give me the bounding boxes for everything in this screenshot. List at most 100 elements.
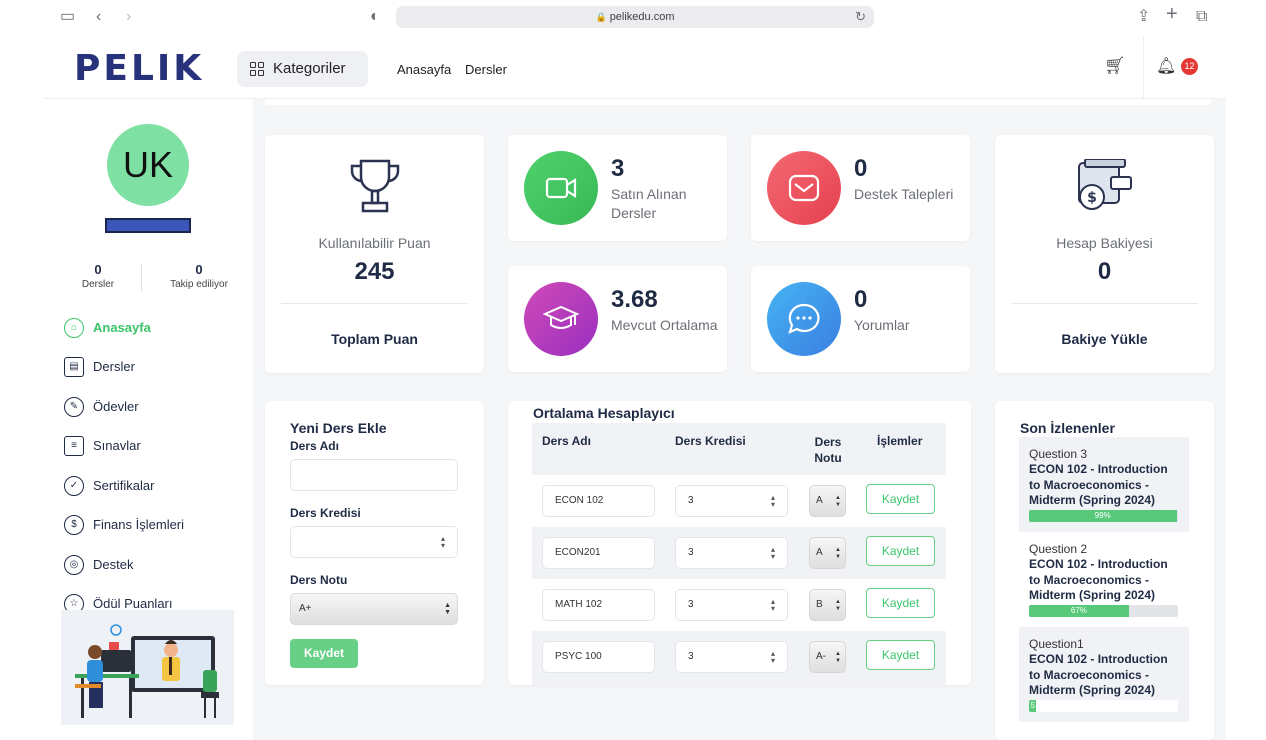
table-row: ECON201 3 ▴ ▾ A ▲ ▼ Kaydet bbox=[532, 527, 946, 579]
chat-bubble-icon bbox=[767, 282, 841, 356]
support-value: 0 bbox=[854, 155, 868, 182]
row-course-input[interactable]: ECON 102 bbox=[542, 485, 655, 517]
balance-value: 0 bbox=[1097, 258, 1112, 285]
stepper-icon[interactable]: ▴ ▾ bbox=[770, 545, 775, 561]
nav-courses-link[interactable]: Dersler bbox=[465, 62, 507, 77]
course-grade-select[interactable]: A+ ▲ ▼ bbox=[290, 593, 458, 625]
shield-icon[interactable]: ◐ bbox=[370, 8, 380, 25]
video-camera-icon bbox=[524, 151, 598, 225]
row-save-button[interactable]: Kaydet bbox=[866, 536, 935, 566]
sidebar-item-finance[interactable]: $ Finans İşlemleri bbox=[64, 513, 184, 537]
sidebar-toggle-icon[interactable]: ▭ bbox=[60, 8, 76, 25]
stat-card-purchased[interactable]: 3 Satın Alınan Dersler bbox=[508, 135, 727, 241]
row-save-button[interactable]: Kaydet bbox=[866, 484, 935, 514]
stat-courses-value: 0 bbox=[94, 262, 102, 277]
back-icon[interactable]: ‹ bbox=[96, 8, 102, 25]
list-item[interactable]: Question 3 ECON 102 - Introduction to Ma… bbox=[1019, 437, 1189, 532]
sidebar-item-assignments[interactable]: ✎ Ödevler bbox=[64, 395, 139, 419]
select-arrows-icon: ▲ ▼ bbox=[444, 602, 451, 616]
select-arrows-icon: ▲ ▼ bbox=[835, 599, 841, 612]
trophy-icon bbox=[347, 157, 403, 220]
row-grade-value: A bbox=[816, 495, 823, 506]
logo[interactable]: PELIK bbox=[74, 48, 205, 89]
recent-item-title: ECON 102 - Introduction to Macroeconomic… bbox=[1029, 557, 1168, 602]
sidebar-item-label: Finans İşlemleri bbox=[93, 517, 185, 532]
stepper-icon[interactable]: ▴ ▾ bbox=[770, 597, 775, 613]
row-course-input[interactable]: MATH 102 bbox=[542, 589, 655, 621]
progress-bar: 99% bbox=[1029, 510, 1178, 522]
row-credit-value: 3 bbox=[688, 599, 694, 610]
row-credit-input[interactable]: 3 ▴ ▾ bbox=[675, 485, 788, 517]
progress-fill: 67% bbox=[1029, 605, 1129, 617]
stat-card-comments[interactable]: 0 Yorumlar bbox=[751, 266, 970, 372]
forward-icon[interactable]: › bbox=[126, 8, 132, 25]
stat-card-gpa[interactable]: 3.68 Mevcut Ortalama bbox=[508, 266, 727, 372]
stat-divider bbox=[141, 264, 142, 292]
total-points-link[interactable]: Toplam Puan bbox=[281, 303, 468, 373]
new-tab-icon[interactable]: + bbox=[1166, 3, 1178, 25]
reload-icon[interactable]: ↻ bbox=[855, 9, 866, 24]
list-item[interactable]: Question 2 ECON 102 - Introduction to Ma… bbox=[1019, 532, 1189, 627]
row-save-button[interactable]: Kaydet bbox=[866, 640, 935, 670]
sidebar-item-exams[interactable]: ≡ Sınavlar bbox=[64, 434, 141, 458]
list-item[interactable]: Question1 ECON 102 - Introduction to Mac… bbox=[1019, 627, 1189, 722]
teacher-illustration bbox=[61, 610, 234, 725]
col-course-grade: Ders Notu bbox=[814, 435, 842, 465]
row-grade-select[interactable]: A ▲ ▼ bbox=[809, 485, 846, 517]
course-credit-input[interactable]: ▴ ▾ bbox=[290, 526, 458, 558]
graduation-cap-icon bbox=[524, 282, 598, 356]
sidebar-item-home[interactable]: ⌂ Anasayfa bbox=[64, 316, 151, 340]
cart-icon[interactable]: 🛒︎ bbox=[1104, 56, 1126, 75]
browser-toolbar: ▭ ‹ › ◐ 🔒 pelikedu.com ↻ ⇪ + ⧉ bbox=[0, 0, 1266, 36]
tabs-overview-icon[interactable]: ⧉ bbox=[1196, 8, 1208, 25]
course-grade-label: Ders Notu bbox=[290, 573, 348, 587]
sidebar-item-support[interactable]: ◎ Destek bbox=[64, 553, 133, 577]
row-credit-input[interactable]: 3 ▴ ▾ bbox=[675, 537, 788, 569]
course-credit-label: Ders Kredisi bbox=[290, 506, 361, 520]
header-divider bbox=[1143, 36, 1144, 99]
row-credit-value: 3 bbox=[688, 495, 694, 506]
gpa-calculator-card: Ortalama Hesaplayıcı Ders Adı Ders Kredi… bbox=[508, 401, 971, 685]
avatar[interactable]: UK bbox=[107, 124, 189, 206]
comments-value: 0 bbox=[854, 286, 868, 313]
stepper-icon[interactable]: ▴ ▾ bbox=[770, 493, 775, 509]
sidebar-item-courses[interactable]: ▤ Dersler bbox=[64, 355, 135, 379]
row-grade-select[interactable]: B ▲ ▼ bbox=[809, 589, 846, 621]
row-course-input[interactable]: PSYC 100 bbox=[542, 641, 655, 673]
nav-home-link[interactable]: Anasayfa bbox=[397, 62, 452, 77]
progress-bar: 67% bbox=[1029, 605, 1178, 617]
certificate-icon: ✓ bbox=[64, 476, 84, 496]
row-grade-select[interactable]: A- ▲ ▼ bbox=[809, 641, 846, 673]
money-bag-icon: $ bbox=[64, 515, 84, 535]
recent-title: Son İzlenenler bbox=[1020, 420, 1115, 436]
stepper-icon[interactable]: ▴ ▾ bbox=[770, 649, 775, 665]
top-up-link[interactable]: Bakiye Yükle bbox=[1011, 303, 1198, 373]
col-course-credit: Ders Kredisi bbox=[675, 434, 746, 448]
stat-card-support[interactable]: 0 Destek Talepleri bbox=[751, 135, 970, 241]
row-save-button[interactable]: Kaydet bbox=[866, 588, 935, 618]
categories-button[interactable]: Kategoriler bbox=[237, 51, 368, 87]
bell-icon[interactable]: 🔔︎ bbox=[1156, 58, 1177, 75]
stat-following: 0 Takip ediliyor bbox=[149, 262, 249, 290]
course-name-input[interactable] bbox=[290, 459, 458, 491]
courses-icon: ▤ bbox=[64, 357, 84, 377]
support-label: Destek Talepleri bbox=[854, 186, 954, 202]
row-grade-select[interactable]: A ▲ ▼ bbox=[809, 537, 846, 569]
row-credit-input[interactable]: 3 ▴ ▾ bbox=[675, 641, 788, 673]
stepper-icon[interactable]: ▴ ▾ bbox=[440, 534, 445, 550]
exam-icon: ≡ bbox=[64, 436, 84, 456]
row-course-input[interactable]: ECON201 bbox=[542, 537, 655, 569]
share-icon[interactable]: ⇪ bbox=[1137, 8, 1151, 25]
col-course-name: Ders Adı bbox=[542, 434, 591, 448]
row-credit-value: 3 bbox=[688, 547, 694, 558]
sidebar-item-certificates[interactable]: ✓ Sertifikalar bbox=[64, 474, 154, 498]
sidebar-item-label: Ödevler bbox=[93, 399, 139, 414]
row-credit-input[interactable]: 3 ▴ ▾ bbox=[675, 589, 788, 621]
row-grade-value: B bbox=[816, 599, 823, 610]
grid-icon bbox=[250, 62, 264, 76]
address-bar[interactable]: 🔒 pelikedu.com ↻ bbox=[396, 6, 874, 28]
progress-fill: 5 bbox=[1029, 700, 1037, 712]
points-card: Kullanılabilir Puan 245 Toplam Puan bbox=[265, 135, 484, 373]
comments-label: Yorumlar bbox=[854, 317, 910, 333]
add-course-save-button[interactable]: Kaydet bbox=[290, 639, 358, 668]
